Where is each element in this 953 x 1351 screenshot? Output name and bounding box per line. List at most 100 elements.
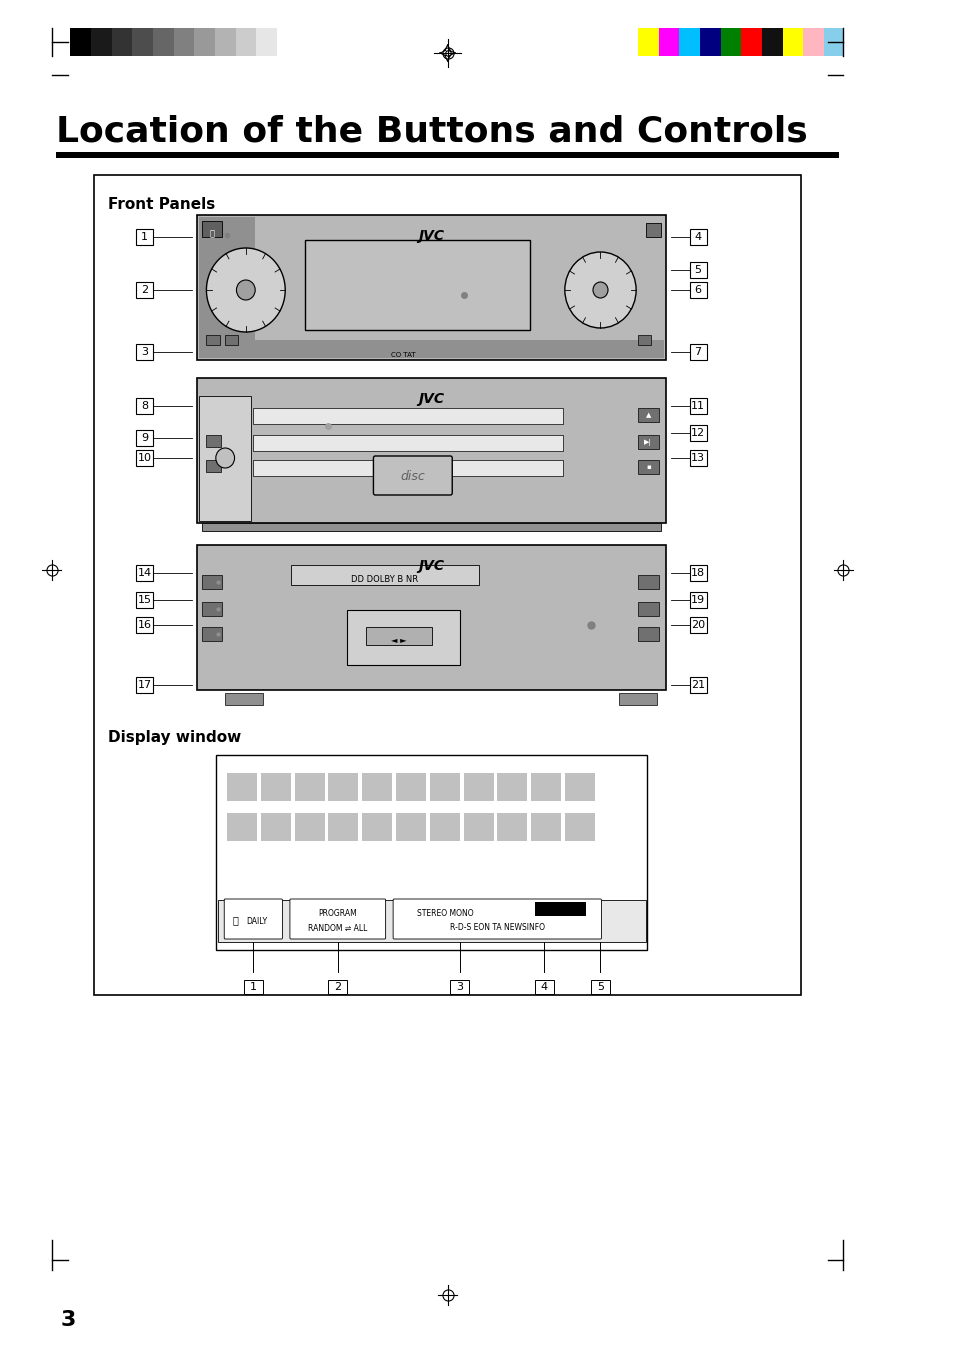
Text: 8: 8 (141, 401, 148, 411)
Bar (305, 240, 530, 330)
Bar (199, 340, 663, 358)
Text: disc: disc (400, 470, 425, 482)
Bar (689, 565, 706, 581)
Bar (781, 28, 802, 55)
Bar (463, 773, 493, 801)
Bar (291, 565, 478, 585)
Bar (689, 230, 706, 245)
Bar (638, 435, 658, 449)
Bar (225, 693, 262, 705)
Bar (136, 430, 152, 446)
Text: 17: 17 (137, 680, 152, 690)
Bar (136, 230, 152, 245)
Text: JVC: JVC (418, 559, 444, 573)
Text: 6: 6 (694, 285, 700, 295)
Bar (132, 28, 152, 55)
Bar (173, 28, 194, 55)
Text: 20: 20 (690, 620, 704, 630)
Text: RANDOM ⇌ ALL: RANDOM ⇌ ALL (308, 924, 367, 932)
Text: 4: 4 (540, 982, 547, 992)
Text: 12: 12 (690, 428, 704, 438)
Text: 3: 3 (61, 1310, 76, 1329)
Circle shape (593, 282, 607, 299)
Bar (136, 399, 152, 413)
Bar (429, 773, 459, 801)
Text: 4: 4 (694, 232, 700, 242)
Bar (71, 28, 91, 55)
Bar (197, 378, 665, 523)
Bar (136, 617, 152, 634)
Bar (638, 335, 651, 345)
Text: 10: 10 (137, 453, 152, 463)
Bar (689, 592, 706, 608)
Bar (689, 450, 706, 466)
Text: CO TAT: CO TAT (391, 353, 416, 358)
Text: 2: 2 (334, 982, 341, 992)
Bar (217, 900, 645, 942)
Text: 1: 1 (141, 232, 148, 242)
Bar (201, 523, 660, 531)
Bar (136, 565, 152, 581)
Text: Display window: Display window (108, 730, 241, 744)
Bar (366, 627, 431, 644)
Bar (395, 773, 426, 801)
Bar (689, 262, 706, 278)
Bar (720, 28, 740, 55)
Bar (294, 813, 324, 842)
Bar (136, 677, 152, 693)
Text: 16: 16 (137, 620, 152, 630)
Bar (362, 773, 392, 801)
Bar (227, 813, 256, 842)
Text: ▲: ▲ (645, 412, 650, 417)
Bar (276, 28, 297, 55)
Bar (253, 408, 562, 424)
FancyBboxPatch shape (224, 898, 282, 939)
Bar (93, 176, 801, 994)
Bar (429, 813, 459, 842)
Text: 5: 5 (597, 982, 603, 992)
Bar (227, 773, 256, 801)
Text: Front Panels: Front Panels (108, 197, 215, 212)
Text: 3: 3 (456, 982, 463, 992)
Bar (215, 755, 647, 950)
Text: 9: 9 (141, 434, 148, 443)
Bar (206, 435, 221, 447)
Text: JVC: JVC (418, 392, 444, 407)
Bar (740, 28, 761, 55)
Text: 7: 7 (694, 347, 700, 357)
Bar (206, 335, 219, 345)
Bar (497, 813, 527, 842)
Bar (347, 611, 459, 665)
Bar (531, 813, 560, 842)
Bar (638, 408, 658, 422)
Bar (531, 773, 560, 801)
Bar (260, 773, 291, 801)
Bar (112, 28, 132, 55)
Bar (197, 544, 665, 690)
Bar (328, 813, 358, 842)
Bar (136, 592, 152, 608)
Bar (689, 677, 706, 693)
Bar (91, 28, 112, 55)
Bar (823, 28, 843, 55)
Bar (564, 813, 595, 842)
Text: 18: 18 (690, 567, 704, 578)
Circle shape (564, 253, 636, 328)
Bar (253, 459, 562, 476)
Text: DD DOLBY B NR: DD DOLBY B NR (351, 576, 417, 584)
Bar (294, 773, 324, 801)
Text: 21: 21 (690, 680, 704, 690)
Bar (535, 902, 586, 916)
Bar (689, 617, 706, 634)
Bar (689, 426, 706, 440)
Text: 11: 11 (690, 401, 704, 411)
Bar (618, 693, 656, 705)
Bar (225, 335, 238, 345)
Bar (253, 435, 562, 451)
Bar (199, 218, 255, 358)
Text: 19: 19 (690, 594, 704, 605)
Text: ▪: ▪ (645, 463, 650, 470)
Bar (638, 627, 658, 640)
Bar (679, 28, 700, 55)
Text: JVC: JVC (418, 230, 444, 243)
